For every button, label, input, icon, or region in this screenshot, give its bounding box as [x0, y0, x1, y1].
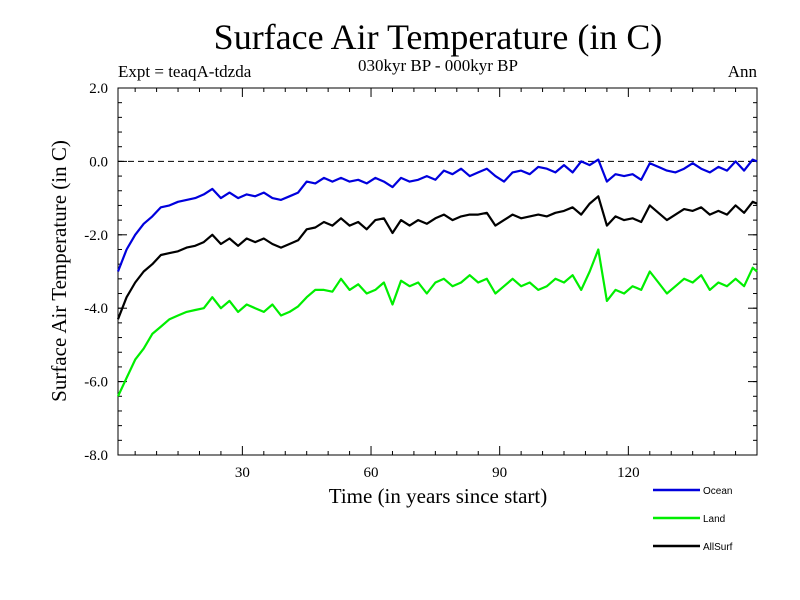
plot-frame: [117, 87, 758, 456]
x-tick-label: 30: [235, 465, 250, 481]
series-line-land: [117, 248, 758, 397]
chart-season: Ann: [728, 62, 758, 81]
y-axis: -8.0 -6.0 -4.0 -2.0 0.0 2.0: [84, 81, 757, 464]
series-layer: [116, 158, 758, 397]
x-axis: 30 60 90 120: [134, 88, 737, 481]
legend-label-allsurf: AllSurf: [703, 542, 733, 553]
series-line-allsurf: [116, 195, 758, 320]
y-tick-label: 2.0: [89, 81, 108, 97]
chart-subtitle: 030kyr BP - 000kyr BP: [358, 56, 518, 75]
y-tick-label: -2.0: [84, 228, 108, 244]
y-tick-label: -6.0: [84, 375, 108, 391]
legend: Ocean Land AllSurf: [653, 486, 733, 553]
legend-label-ocean: Ocean: [703, 486, 732, 497]
x-tick-label: 90: [492, 465, 507, 481]
legend-label-land: Land: [703, 514, 725, 525]
chart-experiment: Expt = teaqA-tdzda: [118, 62, 252, 81]
y-tick-label: -8.0: [84, 448, 108, 464]
y-tick-label: -4.0: [84, 301, 108, 317]
series-line-ocean: [116, 158, 758, 272]
plot-border: [117, 87, 758, 456]
y-axis-label: Surface Air Temperature (in C): [47, 140, 71, 402]
x-tick-label: 60: [364, 465, 379, 481]
x-tick-label: 120: [617, 465, 640, 481]
chart-title: Surface Air Temperature (in C): [214, 17, 663, 57]
y-tick-label: 0.0: [89, 154, 108, 170]
x-axis-label: Time (in years since start): [329, 484, 548, 508]
